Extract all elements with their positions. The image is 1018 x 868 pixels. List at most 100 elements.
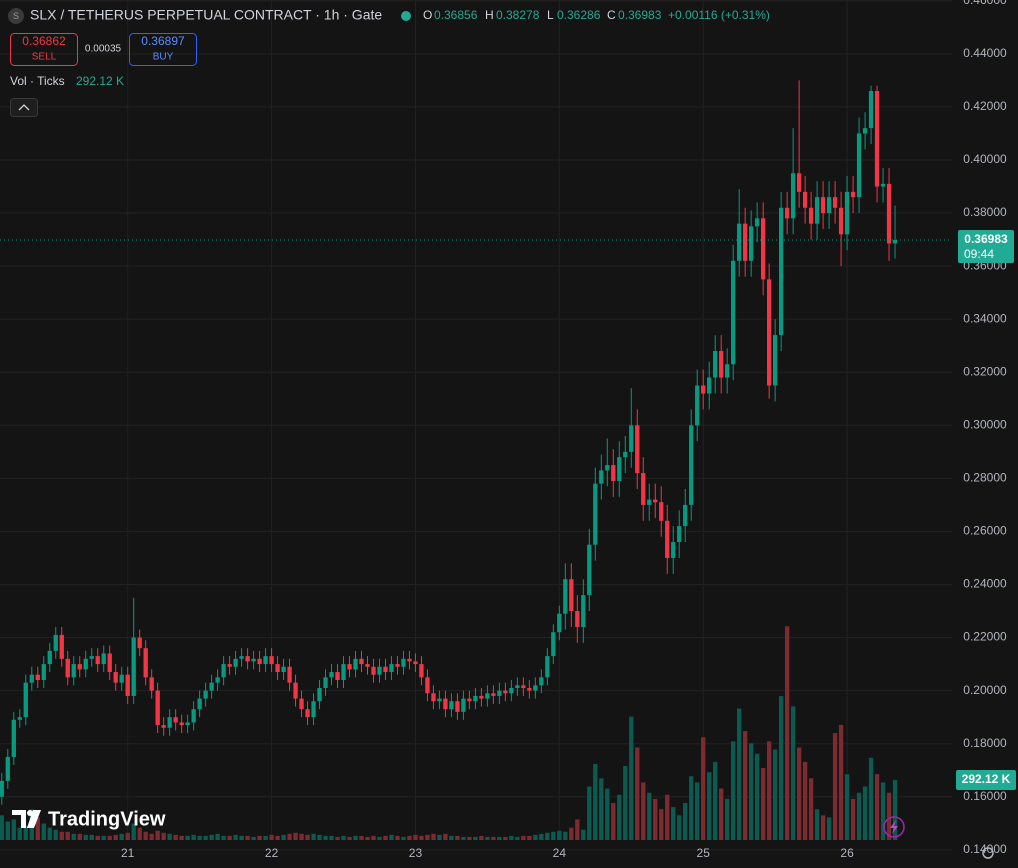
volume-bar — [221, 835, 226, 840]
candle-body — [443, 698, 448, 710]
y-tick-label: 0.34000 — [963, 311, 1007, 325]
grid — [0, 0, 952, 851]
volume-legend[interactable]: Vol · Ticks — [10, 74, 65, 88]
volume-bar — [5, 821, 10, 840]
symbol-icon[interactable] — [8, 8, 24, 24]
y-tick-label: 0.38000 — [963, 205, 1007, 219]
candle-body — [820, 197, 826, 214]
ohlc-key: L — [547, 8, 554, 22]
lightning-icon — [890, 820, 898, 834]
volume-bar — [0, 815, 4, 840]
volume-bar — [617, 794, 622, 840]
lightning-button[interactable] — [883, 816, 905, 838]
candle-body — [886, 183, 892, 244]
candle-body — [101, 653, 106, 665]
candle-body — [725, 364, 730, 378]
candle-body — [766, 279, 772, 386]
candle-body — [341, 664, 346, 681]
candle-body — [778, 207, 784, 336]
candle-body — [0, 780, 4, 797]
candle-body — [737, 223, 742, 261]
candle-body — [473, 695, 478, 702]
candle-body — [731, 260, 736, 365]
volume-bar — [353, 835, 358, 840]
volume-bar — [65, 831, 70, 840]
candle-body — [95, 656, 100, 665]
volume-bar — [880, 782, 886, 840]
volume-bar — [425, 834, 430, 840]
brand-name: TradingView — [48, 808, 166, 830]
volume-bar — [677, 815, 682, 840]
volume-bar — [832, 733, 838, 840]
settings-button[interactable] — [982, 847, 994, 859]
candle-body — [215, 677, 220, 683]
sell-label: SELL — [32, 52, 57, 63]
volume-bar — [862, 786, 868, 840]
buy-price: 0.36897 — [141, 34, 185, 48]
volume-bar — [569, 827, 574, 840]
volume-bar — [155, 830, 160, 840]
candle-body — [71, 664, 76, 678]
candle-body — [796, 173, 802, 192]
candle-body — [515, 685, 520, 688]
buy-button[interactable] — [129, 33, 197, 66]
volume-pane — [0, 626, 898, 840]
countdown: 09:44 — [964, 247, 994, 261]
spread: 0.00035 — [85, 44, 122, 55]
volume-bar — [83, 834, 88, 840]
volume-bar — [844, 774, 850, 840]
volume-bar — [539, 833, 544, 840]
candle-body — [179, 722, 184, 726]
candle-body — [850, 191, 856, 198]
candle-body — [311, 701, 316, 718]
volume-bar — [263, 835, 268, 840]
ohlc-key: H — [485, 8, 494, 22]
volume-bar — [641, 782, 646, 840]
volume-bar — [401, 836, 406, 840]
candle-body — [395, 664, 400, 667]
candle-body — [5, 756, 10, 781]
volume-bar — [77, 833, 82, 840]
legend-header: S SLX / TETHERUS PERPETUAL CONTRACT · 1h… — [8, 7, 770, 117]
volume-bar — [533, 834, 538, 840]
candle-body — [401, 658, 406, 667]
candle-body — [77, 664, 82, 670]
volume-bar — [766, 741, 772, 840]
volume-bar — [191, 834, 196, 840]
volume-bar — [275, 835, 280, 840]
candle-body — [892, 240, 898, 244]
symbol-title[interactable]: SLX / TETHERUS PERPETUAL CONTRACT · 1h ·… — [30, 7, 382, 23]
volume-bar — [113, 834, 118, 840]
candle-body — [173, 717, 178, 723]
collapse-button[interactable] — [10, 98, 38, 117]
candle-body — [305, 709, 310, 718]
candle-body — [467, 698, 472, 702]
y-tick-label: 0.24000 — [963, 577, 1007, 591]
volume-bar — [814, 809, 820, 840]
candle-body — [761, 218, 766, 280]
volume-bar — [293, 832, 298, 840]
volume-bar — [701, 737, 706, 840]
volume-bar — [491, 836, 496, 840]
x-tick-label: 26 — [840, 846, 854, 860]
volume-bar — [71, 833, 76, 840]
volume-bar — [575, 819, 580, 840]
volume-bar — [311, 833, 316, 840]
y-tick-label: 0.46000 — [963, 0, 1007, 7]
candle-body — [257, 658, 262, 665]
candle-body — [407, 658, 412, 662]
candle-body — [844, 191, 850, 235]
market-status[interactable] — [401, 11, 411, 21]
candle-body — [665, 520, 670, 558]
volume-bar — [856, 792, 862, 840]
candle-body — [838, 207, 844, 235]
volume-bar — [359, 835, 364, 840]
sell-button[interactable] — [10, 33, 78, 66]
ohlc-value: 0.36983 — [618, 8, 662, 22]
volume-bar — [868, 757, 874, 840]
y-tick-label: 0.44000 — [963, 46, 1007, 60]
candle-body — [35, 674, 40, 681]
candle-body — [707, 377, 712, 394]
y-tick-label: 0.18000 — [963, 736, 1007, 750]
volume-bar — [119, 833, 124, 840]
